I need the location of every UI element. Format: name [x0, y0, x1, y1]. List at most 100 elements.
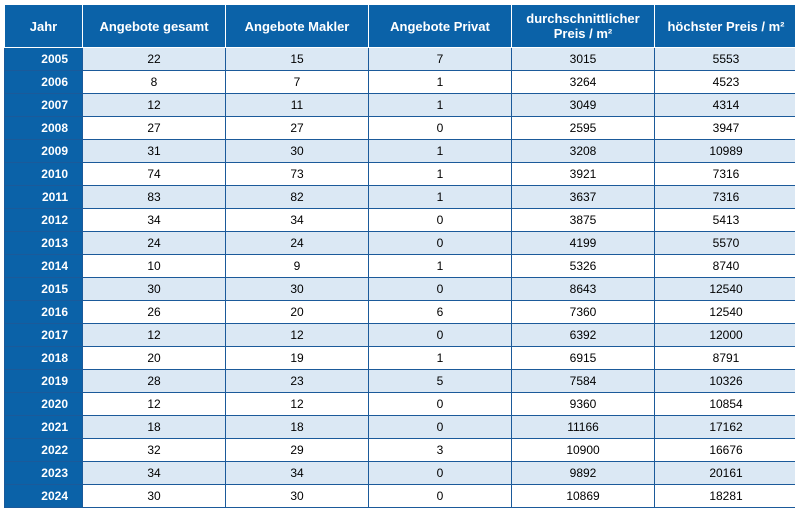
year-cell: 2022 [5, 439, 83, 462]
value-cell: 8643 [512, 278, 655, 301]
value-cell: 1 [369, 71, 512, 94]
year-cell: 2007 [5, 94, 83, 117]
value-cell: 10 [83, 255, 226, 278]
table-row: 201530300864312540 [5, 278, 795, 301]
year-cell: 2005 [5, 48, 83, 71]
table-row: 202012120936010854 [5, 393, 795, 416]
value-cell: 0 [369, 209, 512, 232]
value-cell: 3637 [512, 186, 655, 209]
value-cell: 29 [226, 439, 369, 462]
value-cell: 3 [369, 439, 512, 462]
value-cell: 32 [83, 439, 226, 462]
year-cell: 2009 [5, 140, 83, 163]
value-cell: 4314 [655, 94, 795, 117]
value-cell: 12000 [655, 324, 795, 347]
value-cell: 27 [226, 117, 369, 140]
value-cell: 34 [226, 209, 369, 232]
value-cell: 10326 [655, 370, 795, 393]
value-cell: 12 [226, 324, 369, 347]
table-row: 20107473139217316 [5, 163, 795, 186]
value-cell: 11 [226, 94, 369, 117]
value-cell: 34 [83, 209, 226, 232]
value-cell: 1 [369, 255, 512, 278]
table-row: 20052215730155553 [5, 48, 795, 71]
value-cell: 10900 [512, 439, 655, 462]
table-body: 2005221573015555320068713264452320071211… [5, 48, 795, 508]
table-header: JahrAngebote gesamtAngebote MaklerAngebo… [5, 5, 795, 48]
value-cell: 10869 [512, 485, 655, 508]
value-cell: 12 [83, 393, 226, 416]
value-cell: 83 [83, 186, 226, 209]
table-row: 201928235758410326 [5, 370, 795, 393]
year-cell: 2019 [5, 370, 83, 393]
value-cell: 6392 [512, 324, 655, 347]
year-cell: 2014 [5, 255, 83, 278]
value-cell: 18 [83, 416, 226, 439]
value-cell: 24 [83, 232, 226, 255]
value-cell: 19 [226, 347, 369, 370]
value-cell: 31 [83, 140, 226, 163]
value-cell: 2595 [512, 117, 655, 140]
value-cell: 12 [226, 393, 369, 416]
value-cell: 3875 [512, 209, 655, 232]
value-cell: 1 [369, 94, 512, 117]
value-cell: 0 [369, 416, 512, 439]
value-cell: 18 [226, 416, 369, 439]
value-cell: 30 [226, 140, 369, 163]
col-header-3: Angebote Privat [369, 5, 512, 48]
table-row: 20182019169158791 [5, 347, 795, 370]
value-cell: 24 [226, 232, 369, 255]
year-cell: 2020 [5, 393, 83, 416]
value-cell: 1 [369, 163, 512, 186]
year-cell: 2011 [5, 186, 83, 209]
value-cell: 5553 [655, 48, 795, 71]
col-header-4: durchschnittlicher Preis / m² [512, 5, 655, 48]
value-cell: 5326 [512, 255, 655, 278]
value-cell: 12540 [655, 301, 795, 324]
year-cell: 2013 [5, 232, 83, 255]
price-table: JahrAngebote gesamtAngebote MaklerAngebo… [4, 4, 795, 508]
value-cell: 16676 [655, 439, 795, 462]
value-cell: 3947 [655, 117, 795, 140]
value-cell: 30 [226, 278, 369, 301]
value-cell: 28 [83, 370, 226, 393]
value-cell: 7316 [655, 163, 795, 186]
value-cell: 12 [83, 94, 226, 117]
value-cell: 6915 [512, 347, 655, 370]
value-cell: 9892 [512, 462, 655, 485]
table-row: 20071211130494314 [5, 94, 795, 117]
table-row: 20123434038755413 [5, 209, 795, 232]
col-header-5: höchster Preis / m² [655, 5, 795, 48]
value-cell: 1 [369, 186, 512, 209]
table-row: 201626206736012540 [5, 301, 795, 324]
value-cell: 74 [83, 163, 226, 186]
value-cell: 4199 [512, 232, 655, 255]
value-cell: 5 [369, 370, 512, 393]
value-cell: 7584 [512, 370, 655, 393]
year-cell: 2021 [5, 416, 83, 439]
value-cell: 7360 [512, 301, 655, 324]
value-cell: 3921 [512, 163, 655, 186]
value-cell: 3049 [512, 94, 655, 117]
value-cell: 0 [369, 485, 512, 508]
year-cell: 2018 [5, 347, 83, 370]
value-cell: 7 [226, 71, 369, 94]
value-cell: 23 [226, 370, 369, 393]
value-cell: 20 [226, 301, 369, 324]
year-cell: 2015 [5, 278, 83, 301]
table-row: 200931301320810989 [5, 140, 795, 163]
year-cell: 2006 [5, 71, 83, 94]
value-cell: 18281 [655, 485, 795, 508]
value-cell: 0 [369, 462, 512, 485]
value-cell: 30 [83, 485, 226, 508]
value-cell: 0 [369, 232, 512, 255]
value-cell: 0 [369, 393, 512, 416]
value-cell: 20161 [655, 462, 795, 485]
value-cell: 5570 [655, 232, 795, 255]
value-cell: 30 [83, 278, 226, 301]
value-cell: 10854 [655, 393, 795, 416]
value-cell: 6 [369, 301, 512, 324]
value-cell: 9 [226, 255, 369, 278]
year-cell: 2010 [5, 163, 83, 186]
table-row: 20132424041995570 [5, 232, 795, 255]
